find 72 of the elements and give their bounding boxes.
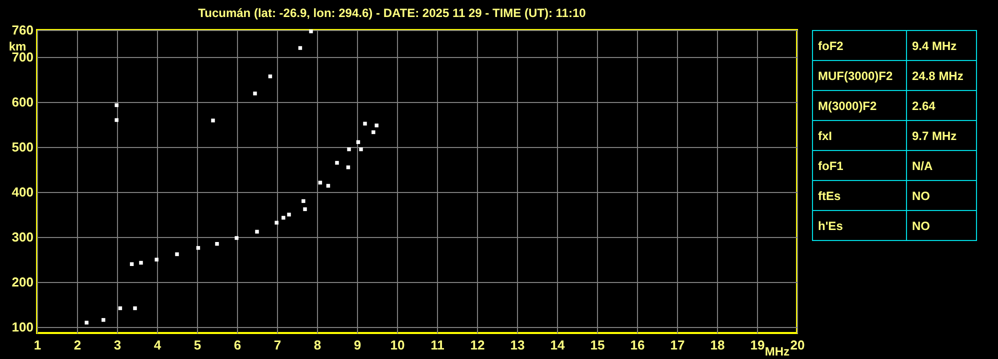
point: [287, 212, 291, 216]
x-tick-label: 19: [750, 338, 765, 352]
text: N/A: [906, 150, 976, 180]
point: [255, 230, 259, 234]
point: [372, 130, 376, 134]
y-tick-label: 500: [12, 140, 34, 155]
point: [114, 118, 118, 122]
x-tick-label: 9: [354, 338, 362, 352]
y-tick-label: 100: [12, 320, 34, 335]
point: [215, 242, 219, 246]
x-tick-label: 20: [790, 338, 805, 352]
point: [154, 258, 158, 262]
point: [359, 147, 363, 152]
x-tick-label: 15: [590, 338, 605, 352]
y-tick-label: 200: [12, 274, 34, 290]
chart-title: Tucumán (lat: -26.9, lon: 294.6) - DATE: 2025 11 29 - TIME (UT): 11:10: [198, 6, 586, 20]
point: [298, 46, 302, 50]
x-tick-label: 1: [34, 338, 42, 352]
text: M(3000)F2: [812, 90, 906, 120]
text: MUF(3000)F2: [812, 60, 906, 90]
y-tick-label: 760: [12, 22, 34, 38]
point: [139, 260, 143, 265]
x-tick-label: 2: [74, 338, 82, 352]
text: 24.8 MHz: [906, 60, 976, 90]
text: 2.64: [906, 90, 976, 120]
text: foF2: [812, 30, 906, 60]
y-tick-label: 600: [12, 94, 34, 110]
point: [309, 29, 313, 34]
point: [363, 122, 367, 126]
x-tick-label: 11: [430, 338, 444, 352]
point: [211, 118, 215, 122]
point: [102, 318, 106, 322]
x-tick-label: 17: [670, 338, 685, 352]
x-tick-label: 3: [114, 338, 122, 352]
point: [356, 140, 360, 144]
x-tick-label: 8: [314, 338, 322, 352]
x-tick-label: 12: [470, 338, 485, 352]
x-tick-label: 6: [234, 338, 242, 352]
x-tick-label: 5: [194, 338, 202, 352]
point: [302, 199, 306, 203]
point: [347, 147, 351, 152]
point: [133, 306, 137, 310]
point: [303, 207, 307, 212]
text: h'Es: [812, 210, 906, 240]
y-tick-label: 400: [12, 184, 34, 200]
point: [282, 216, 286, 220]
text: NO: [906, 180, 976, 210]
x-axis-title: MHz: [764, 344, 790, 358]
x-tick-label: 10: [390, 338, 405, 352]
x-tick-label: 14: [550, 338, 566, 352]
text: NO: [906, 210, 976, 240]
point: [234, 236, 238, 240]
point: [374, 124, 378, 128]
text: 9.7 MHz: [906, 120, 976, 150]
text: ftEs: [812, 180, 906, 210]
y-tick-label: 300: [12, 230, 34, 245]
text: fxI: [812, 120, 906, 150]
x-tick-label: 4: [154, 338, 162, 352]
text: 9.4 MHz: [906, 30, 976, 60]
x-tick-label: 13: [510, 338, 525, 352]
x-tick-label: 16: [630, 338, 645, 352]
point: [84, 320, 88, 325]
x-tick-label: 7: [274, 338, 282, 352]
point: [196, 246, 200, 250]
text: foF1: [812, 150, 906, 180]
x-tick-label: 18: [710, 338, 725, 352]
point: [335, 160, 339, 165]
point: [130, 262, 134, 266]
point: [175, 252, 179, 256]
point: [114, 103, 118, 108]
point: [253, 92, 257, 96]
point: [274, 220, 278, 225]
